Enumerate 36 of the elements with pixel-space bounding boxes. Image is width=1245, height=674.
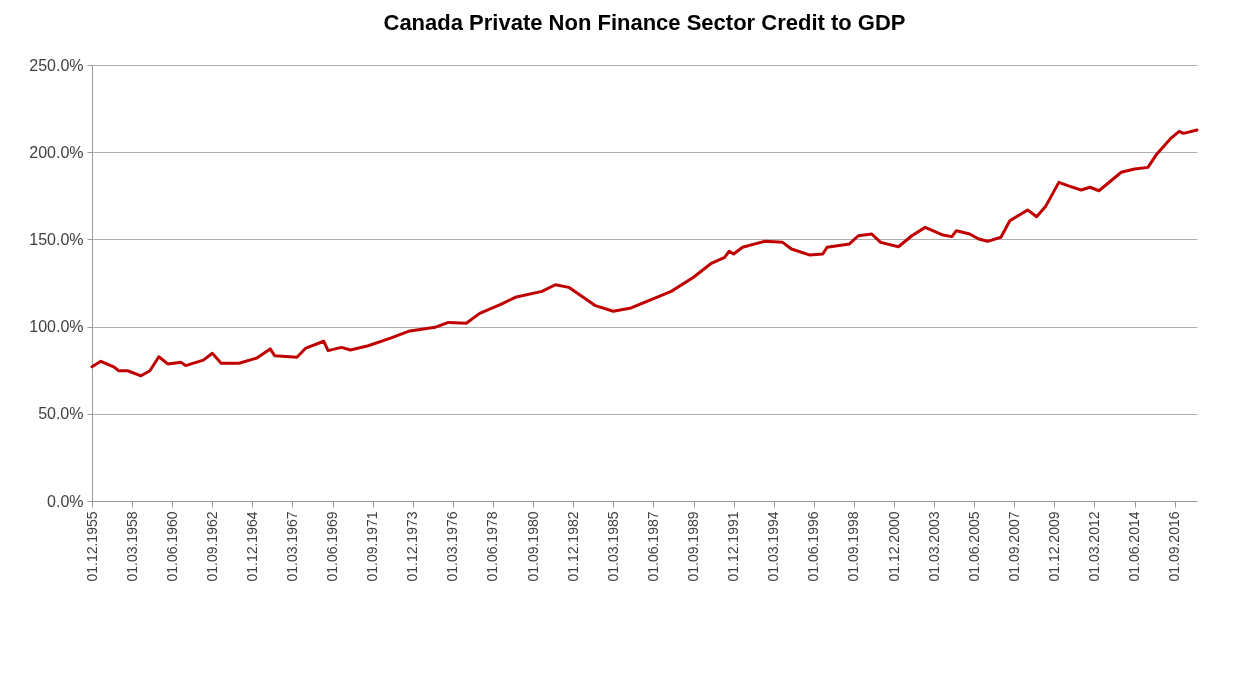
x-tick-label: 01.09.1971 (364, 511, 381, 582)
x-tick-label: 01.12.1964 (243, 511, 260, 582)
y-tick-label: 0.0% (47, 492, 84, 510)
x-tick-label: 01.12.1955 (83, 511, 100, 582)
x-tick-label: 01.03.1994 (765, 511, 782, 582)
chart-title: Canada Private Non Finance Sector Credit to GDP (383, 10, 906, 35)
x-tick-label: 01.03.2003 (925, 511, 942, 582)
x-tick-label: 01.03.1976 (444, 511, 461, 582)
y-tick-label: 50.0% (38, 405, 84, 423)
x-tick-label: 01.09.2007 (1005, 511, 1022, 582)
x-tick-label: 01.09.1998 (845, 511, 862, 582)
x-tick-label: 01.06.2014 (1126, 511, 1143, 582)
line-series (90, 128, 1199, 378)
x-tick-label: 01.03.2012 (1085, 511, 1102, 582)
x-tick-label: 01.09.2016 (1166, 511, 1183, 582)
x-tick-label: 01.06.2005 (965, 511, 982, 582)
y-tick-label: 100.0% (29, 318, 84, 336)
x-tick-label: 01.09.1989 (685, 511, 702, 582)
x-tick-label: 01.12.1982 (564, 511, 581, 582)
x-tick-label: 01.03.1967 (283, 511, 300, 582)
y-tick-label: 150.0% (29, 230, 84, 248)
x-tick-label: 01.12.2009 (1045, 511, 1062, 582)
x-tick-label: 01.09.1962 (203, 511, 220, 582)
x-tick-label: 01.06.1978 (484, 511, 501, 582)
y-tick-label: 200.0% (29, 143, 84, 161)
y-tick-label: 250.0% (29, 56, 84, 74)
x-tick-label: 01.06.1987 (644, 511, 661, 582)
x-tick-label: 01.12.2000 (885, 511, 902, 582)
x-tick-label: 01.12.1991 (725, 511, 742, 582)
x-tick-label: 01.06.1996 (805, 511, 822, 582)
x-tick-label: 01.06.1960 (163, 511, 180, 582)
x-tick-label: 01.12.1973 (404, 511, 421, 582)
x-tick-label: 01.09.1980 (524, 511, 541, 582)
x-tick-label: 01.03.1958 (123, 511, 140, 582)
x-tick-label: 01.06.1969 (324, 511, 341, 582)
x-tick-label: 01.03.1985 (604, 511, 621, 582)
